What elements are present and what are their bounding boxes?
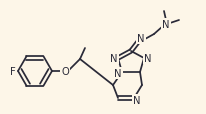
Text: O: O [61,66,69,76]
Text: F: F [10,66,16,76]
Text: N: N [114,68,121,78]
Text: N: N [110,54,117,63]
Text: N: N [137,34,144,44]
Text: N: N [133,95,140,105]
Text: N: N [162,20,169,30]
Text: N: N [144,54,151,63]
